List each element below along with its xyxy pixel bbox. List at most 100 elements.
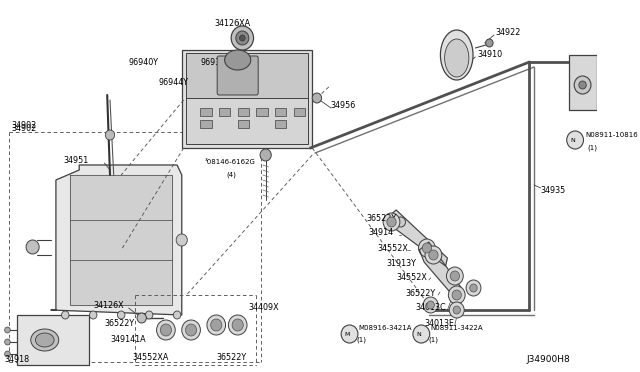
Bar — [237, 120, 249, 128]
Bar — [17, 315, 90, 365]
Circle shape — [470, 284, 477, 292]
Bar — [186, 98, 308, 144]
Circle shape — [341, 325, 358, 343]
Text: 96940Y: 96940Y — [129, 58, 159, 67]
Circle shape — [173, 311, 181, 319]
Circle shape — [182, 320, 200, 340]
Bar — [200, 120, 212, 128]
Bar — [257, 108, 268, 116]
Text: 34013C: 34013C — [416, 304, 446, 312]
Circle shape — [449, 286, 465, 304]
Circle shape — [427, 301, 435, 309]
Text: 34956: 34956 — [331, 100, 356, 109]
Circle shape — [145, 311, 153, 319]
Circle shape — [176, 234, 188, 246]
Text: 34552XA: 34552XA — [132, 353, 169, 362]
Ellipse shape — [440, 30, 473, 80]
Text: 36522Y: 36522Y — [104, 318, 134, 327]
Circle shape — [312, 93, 321, 103]
Circle shape — [207, 315, 225, 335]
Text: 36522Y: 36522Y — [406, 289, 436, 298]
Circle shape — [4, 327, 10, 333]
Circle shape — [137, 313, 147, 323]
Circle shape — [161, 324, 172, 336]
Text: J34900H8: J34900H8 — [527, 356, 570, 365]
Text: N: N — [416, 331, 421, 337]
Circle shape — [450, 271, 460, 281]
Bar — [237, 108, 249, 116]
Text: (1): (1) — [428, 337, 438, 343]
Circle shape — [452, 290, 461, 300]
Circle shape — [567, 131, 584, 149]
Circle shape — [396, 217, 406, 227]
Circle shape — [387, 217, 396, 227]
Circle shape — [419, 239, 435, 257]
Text: N: N — [570, 138, 575, 142]
Circle shape — [211, 319, 222, 331]
Text: 34902: 34902 — [11, 124, 36, 132]
FancyBboxPatch shape — [217, 56, 258, 95]
Text: N08911-3422A: N08911-3422A — [431, 325, 483, 331]
Text: 34552X: 34552X — [396, 273, 427, 282]
Text: 349141A: 349141A — [110, 336, 146, 344]
Text: 34126X: 34126X — [93, 301, 124, 310]
Ellipse shape — [445, 39, 469, 77]
Circle shape — [231, 26, 253, 50]
Circle shape — [423, 297, 438, 313]
Circle shape — [413, 325, 429, 343]
Bar — [182, 50, 312, 148]
Circle shape — [453, 306, 460, 314]
Text: 34126XA: 34126XA — [214, 19, 250, 28]
Bar — [200, 108, 212, 116]
Circle shape — [486, 39, 493, 47]
Circle shape — [260, 149, 271, 161]
Circle shape — [466, 280, 481, 296]
Circle shape — [579, 81, 586, 89]
Bar — [275, 108, 286, 116]
Circle shape — [4, 351, 10, 357]
Circle shape — [4, 339, 10, 345]
Text: M: M — [344, 331, 349, 337]
Text: (4): (4) — [226, 172, 236, 178]
Bar — [568, 55, 596, 110]
Polygon shape — [419, 242, 464, 300]
Circle shape — [574, 76, 591, 94]
Text: (1): (1) — [356, 337, 367, 343]
Text: 34902: 34902 — [11, 121, 36, 129]
Circle shape — [425, 246, 442, 264]
Circle shape — [447, 267, 463, 285]
Text: 34013E: 34013E — [424, 318, 454, 327]
Text: 34914: 34914 — [368, 228, 394, 237]
Bar — [275, 120, 286, 128]
Circle shape — [26, 240, 39, 254]
Ellipse shape — [31, 329, 59, 351]
Circle shape — [239, 35, 245, 41]
Bar — [186, 53, 308, 98]
Text: 96944Y: 96944Y — [159, 77, 188, 87]
Text: (1): (1) — [587, 145, 597, 151]
Text: 36522Y: 36522Y — [216, 353, 246, 362]
Text: 34910: 34910 — [477, 49, 502, 58]
Circle shape — [118, 311, 125, 319]
Circle shape — [449, 302, 464, 318]
Circle shape — [61, 311, 69, 319]
Circle shape — [157, 320, 175, 340]
Text: ³08146-6162G: ³08146-6162G — [205, 159, 256, 165]
Polygon shape — [51, 165, 182, 315]
Text: 34552X: 34552X — [378, 244, 408, 253]
Circle shape — [422, 243, 431, 253]
Text: 34922: 34922 — [496, 28, 521, 36]
Text: N08911-10816: N08911-10816 — [586, 132, 638, 138]
Circle shape — [90, 311, 97, 319]
Bar — [294, 108, 305, 116]
Text: 34935: 34935 — [541, 186, 566, 195]
Circle shape — [106, 130, 115, 140]
Circle shape — [232, 319, 243, 331]
Text: M08916-3421A: M08916-3421A — [359, 325, 412, 331]
Text: 96935X: 96935X — [200, 58, 231, 67]
Circle shape — [383, 213, 400, 231]
Circle shape — [186, 324, 196, 336]
Text: 36522Y: 36522Y — [366, 214, 396, 222]
Polygon shape — [387, 210, 447, 266]
Text: 34951: 34951 — [63, 155, 88, 164]
